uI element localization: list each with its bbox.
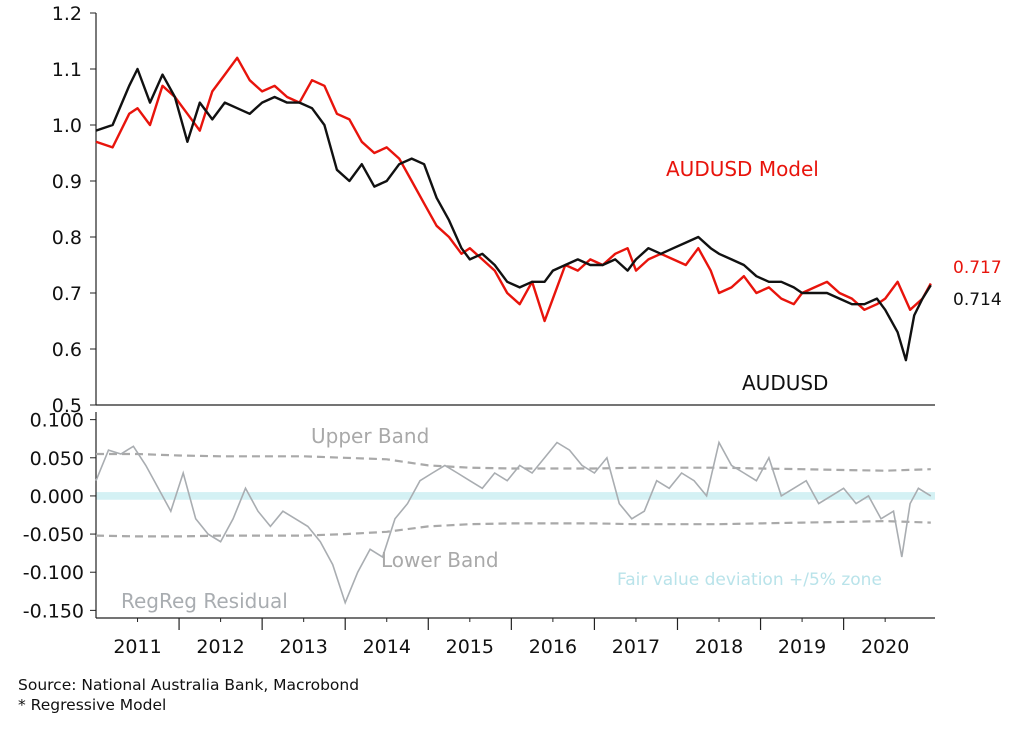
x-tick-label: 2012 — [196, 636, 244, 658]
audusd-line — [95, 67, 932, 362]
top-y-tick-label: 1.0 — [52, 115, 82, 137]
lower-band-line — [95, 519, 931, 538]
bottom-panel: 0.100 0.050 0.000 -0.050 -0.100 -0.150 Upper B… — [23, 410, 935, 622]
x-tick-label: 2013 — [279, 636, 327, 658]
top-panel: 1.2 1.1 1.0 0.9 0.8 0.7 0.6 0.5 0.717 0.714 AUDUSD… — [52, 3, 1002, 417]
x-tick-label: 2015 — [446, 636, 494, 658]
source-note: Source: National Australia Bank, Macrobo… — [18, 676, 360, 694]
bottom-y-tick-label: -0.100 — [23, 562, 84, 584]
top-y-tick-label: 0.6 — [52, 339, 82, 361]
top-y-tick-label: 0.7 — [52, 283, 82, 305]
x-axis: 2011 2012 2013 2014 2015 2016 2017 2018 2019 2020 — [113, 618, 909, 658]
x-tick-label: 2017 — [612, 636, 660, 658]
bottom-y-tick-label: 0.100 — [30, 410, 84, 432]
residual-line — [95, 440, 932, 606]
bottom-y-tick-label: -0.050 — [23, 524, 84, 546]
residual-label: RegReg Residual — [121, 589, 288, 613]
model-end-value-label: 0.717 — [953, 258, 1002, 278]
audusd-end-value-label: 0.714 — [953, 290, 1002, 310]
top-y-tick-label: 1.2 — [52, 3, 82, 25]
upper-band-label: Upper Band — [311, 424, 429, 448]
top-y-tick-label: 0.8 — [52, 227, 82, 249]
model-footnote: * Regressive Model — [18, 696, 167, 714]
x-tick-label: 2018 — [695, 636, 743, 658]
x-tick-label: 2019 — [778, 636, 826, 658]
model-series-label: AUDUSD Model — [666, 157, 819, 181]
audusd-model-line — [95, 56, 932, 323]
top-y-tick-label: 1.1 — [52, 59, 82, 81]
fair-value-zone-label: Fair value deviation +/5% zone — [617, 570, 882, 590]
lower-band-label: Lower Band — [381, 548, 499, 572]
bottom-y-tick-label: 0.000 — [30, 486, 84, 508]
audusd-series-label: AUDUSD — [742, 371, 828, 395]
top-y-tick-label: 0.9 — [52, 171, 82, 193]
fair-value-zone — [96, 492, 935, 500]
x-tick-label: 2020 — [861, 636, 909, 658]
bottom-y-tick-label: -0.150 — [23, 600, 84, 622]
upper-band-line — [96, 452, 931, 472]
bottom-y-tick-label: 0.050 — [30, 448, 84, 470]
x-tick-label: 2016 — [529, 636, 577, 658]
top-y-tick-label: 0.5 — [52, 395, 82, 417]
x-tick-label: 2014 — [363, 636, 411, 658]
x-tick-label: 2011 — [113, 636, 161, 658]
